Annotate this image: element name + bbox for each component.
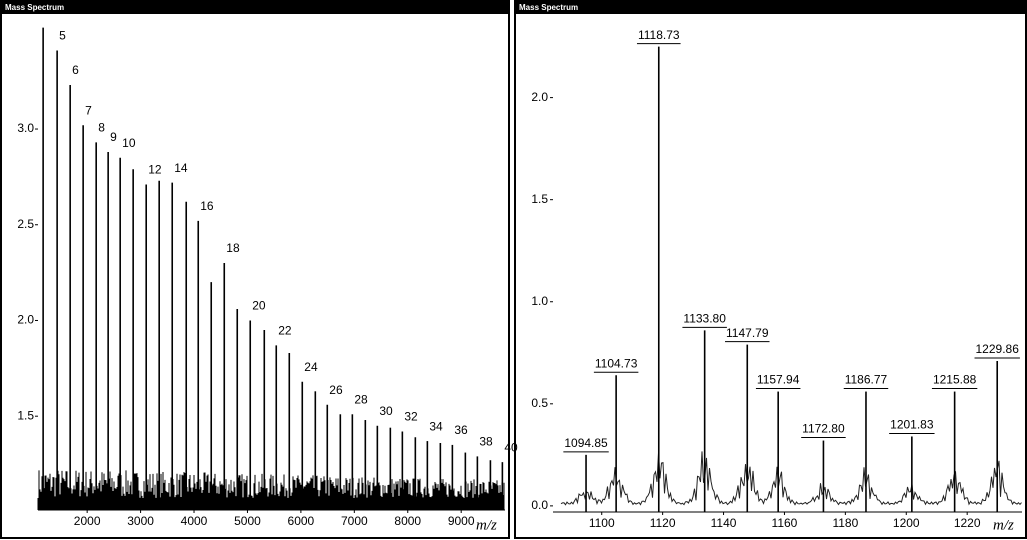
peak-label: 1147.79	[726, 326, 769, 340]
peak-label: 1186.77	[845, 373, 888, 387]
peak-label: 1172.80	[802, 422, 845, 436]
peak-label: 16	[200, 199, 214, 213]
x-tick-label: 1160	[772, 516, 798, 530]
peak-label: 14	[174, 161, 188, 175]
peak-label: 5	[59, 29, 66, 43]
x-tick-label: 1220	[954, 516, 981, 530]
peak-label: 1201.83	[890, 418, 934, 432]
x-tick-label: 1120	[650, 516, 676, 530]
right-title-bar	[515, 1, 1026, 14]
peak-label: 22	[278, 324, 292, 338]
peak-label: 1215.88	[933, 373, 977, 387]
panel-title: Mass Spectrum	[5, 3, 64, 12]
x-tick-label: 5000	[234, 514, 261, 528]
peak-label: 38	[479, 435, 493, 449]
peak-label: 6	[72, 63, 79, 77]
peak-label: 1157.94	[757, 373, 800, 387]
y-tick-label: 1.5	[17, 408, 34, 422]
left-title-bar	[1, 1, 509, 14]
x-axis-label: m/z	[476, 517, 497, 533]
x-tick-label: 1140	[711, 516, 737, 530]
x-tick-label: 6000	[288, 514, 315, 528]
x-tick-label: 7000	[341, 514, 368, 528]
peak-label: 32	[404, 410, 418, 424]
peak-label: 34	[429, 419, 443, 433]
left-panel	[0, 0, 510, 539]
x-tick-label: 1100	[589, 516, 615, 530]
peak-label: 30	[379, 404, 393, 418]
peak-label: 1229.86	[976, 342, 1020, 356]
y-tick-label: 0.5	[531, 396, 548, 410]
peak-label: 24	[304, 360, 318, 374]
peak-label: 26	[329, 383, 343, 397]
y-tick-label: 1.0	[531, 294, 548, 308]
peak-label: 1133.80	[683, 311, 726, 325]
peak-label: 1118.73	[638, 28, 680, 42]
noise-trace	[560, 451, 1022, 506]
peak-label: 10	[122, 136, 136, 150]
y-tick-label: 2.5	[17, 217, 34, 231]
peak-label: 7	[85, 103, 92, 117]
peak-label: 20	[252, 299, 266, 313]
x-axis-label: m/z	[993, 517, 1014, 533]
y-tick-label: 2.0	[531, 90, 548, 104]
peak-label: 9	[110, 130, 117, 144]
x-tick-label: 9000	[448, 514, 475, 528]
peak-label: 12	[148, 163, 162, 177]
peak-label: 1094.85	[564, 436, 608, 450]
x-tick-label: 1200	[893, 516, 920, 530]
peak-label: 36	[454, 423, 468, 437]
panel-title: Mass Spectrum	[519, 3, 578, 12]
right-panel	[514, 0, 1027, 539]
x-tick-label: 1180	[832, 516, 858, 530]
y-tick-label: 2.0	[17, 313, 34, 327]
peak-label: 1104.73	[595, 356, 638, 370]
x-tick-label: 2000	[74, 514, 101, 528]
y-tick-label: 0.0	[531, 498, 548, 512]
x-tick-label: 3000	[127, 514, 154, 528]
peak-label: 8	[98, 121, 105, 135]
y-tick-label: 3.0	[17, 121, 34, 135]
peak-label: 18	[226, 241, 240, 255]
y-tick-label: 1.5	[531, 192, 548, 206]
x-tick-label: 4000	[181, 514, 208, 528]
x-tick-label: 8000	[394, 514, 421, 528]
peak-label: 28	[354, 392, 368, 406]
peak-label: 40	[504, 440, 518, 454]
